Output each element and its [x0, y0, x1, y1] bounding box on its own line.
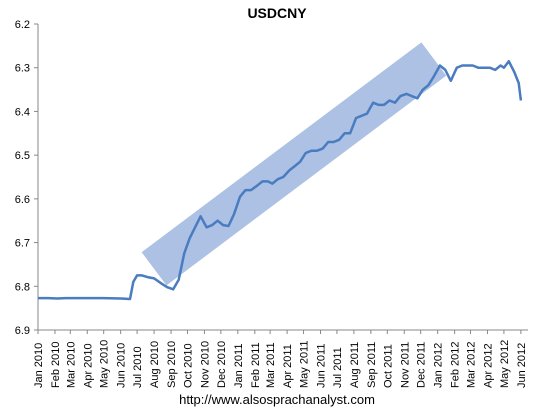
x-tick-label: Jun 2010: [116, 343, 128, 388]
y-tick-label: 6.7: [15, 238, 30, 250]
y-tick-label: 6.4: [15, 106, 30, 118]
y-tick-label: 6.5: [15, 150, 30, 162]
x-tick-label: Oct 2010: [182, 343, 194, 388]
x-tick-label: Mar 2012: [466, 342, 478, 388]
x-tick-label: Sep 2011: [366, 342, 378, 388]
x-tick-label: Apr 2010: [82, 343, 94, 388]
x-tick-label: Nov 2010: [199, 341, 211, 388]
x-tick-label: May 2011: [299, 341, 311, 389]
x-tick-label: Feb 2010: [50, 342, 62, 388]
trend-channel: [141, 42, 447, 286]
x-tick-label: Jul 2010: [132, 346, 144, 388]
chart-title: USDCNY: [247, 5, 307, 21]
x-tick-label: Jun 2011: [316, 344, 328, 388]
x-tick-label: Oct 2011: [382, 344, 394, 388]
y-tick-label: 6.9: [15, 325, 30, 337]
x-tick-label: Jan 2010: [33, 343, 45, 388]
x-tick-label: Jul 2011: [332, 347, 344, 388]
x-tick-label: May 2010: [99, 340, 111, 388]
x-tick-label: Dec 2011: [416, 342, 428, 388]
x-tick-label: Apr 2012: [482, 343, 494, 388]
x-tick-label: Sep 2010: [166, 341, 178, 388]
x-tick-label: Mar 2010: [65, 342, 77, 388]
y-tick-label: 6.6: [15, 194, 30, 206]
x-tick-label: Dec 2010: [216, 341, 228, 388]
y-tick-label: 6.3: [15, 63, 30, 75]
x-tick-label: Apr 2011: [282, 344, 294, 388]
x-tick-label: Jan 2012: [433, 343, 445, 388]
x-tick-label: Jun 2012: [516, 343, 528, 388]
y-tick-label: 6.8: [15, 281, 30, 293]
x-tick-label: Jan 2011: [233, 344, 245, 388]
x-tick-label: May 2012: [499, 340, 511, 388]
series-line-usdcny: [38, 59, 523, 301]
x-tick-label: Feb 2011: [250, 342, 262, 388]
x-tick-label: Mar 2011: [265, 342, 277, 388]
footer-url: http://www.alsosprachanalyst.com: [179, 392, 375, 407]
x-tick-label: Aug 2010: [149, 341, 161, 388]
y-tick-label: 6.2: [15, 19, 30, 31]
x-tick-label: Feb 2012: [450, 342, 462, 388]
x-tick-label: Aug 2011: [349, 342, 361, 388]
x-tick-label: Nov 2011: [399, 342, 411, 388]
